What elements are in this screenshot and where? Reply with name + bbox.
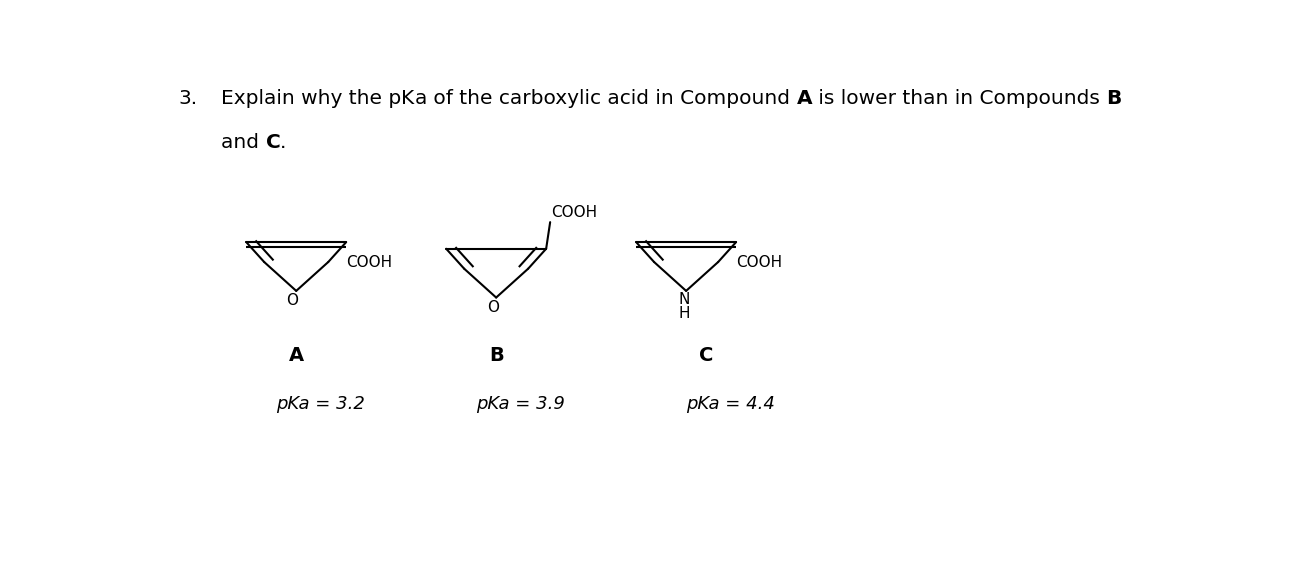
Text: and: and: [222, 134, 266, 153]
Text: COOH: COOH: [551, 205, 597, 220]
Text: Explain why the p: Explain why the p: [222, 89, 401, 108]
Text: pKa = 4.4: pKa = 4.4: [686, 395, 775, 413]
Text: COOH: COOH: [737, 255, 782, 270]
Text: B: B: [1107, 89, 1121, 108]
Text: A: A: [796, 89, 813, 108]
Text: A: A: [289, 346, 303, 365]
Text: K: K: [401, 89, 415, 108]
Text: is lower than in Compounds: is lower than in Compounds: [813, 89, 1107, 108]
Text: pKa = 3.2: pKa = 3.2: [276, 395, 365, 413]
Text: of the carboxylic acid in Compound: of the carboxylic acid in Compound: [427, 89, 796, 108]
Text: pKa = 3.9: pKa = 3.9: [476, 395, 565, 413]
Text: COOH: COOH: [346, 255, 392, 270]
Text: O: O: [286, 293, 298, 308]
Text: C: C: [699, 346, 713, 365]
Text: 3.: 3.: [178, 89, 197, 108]
Text: .: .: [280, 134, 286, 153]
Text: C: C: [266, 134, 280, 153]
Text: H: H: [679, 305, 690, 320]
Text: B: B: [489, 346, 503, 365]
Text: a: a: [415, 89, 427, 108]
Text: O: O: [488, 300, 499, 314]
Text: N: N: [679, 292, 690, 307]
